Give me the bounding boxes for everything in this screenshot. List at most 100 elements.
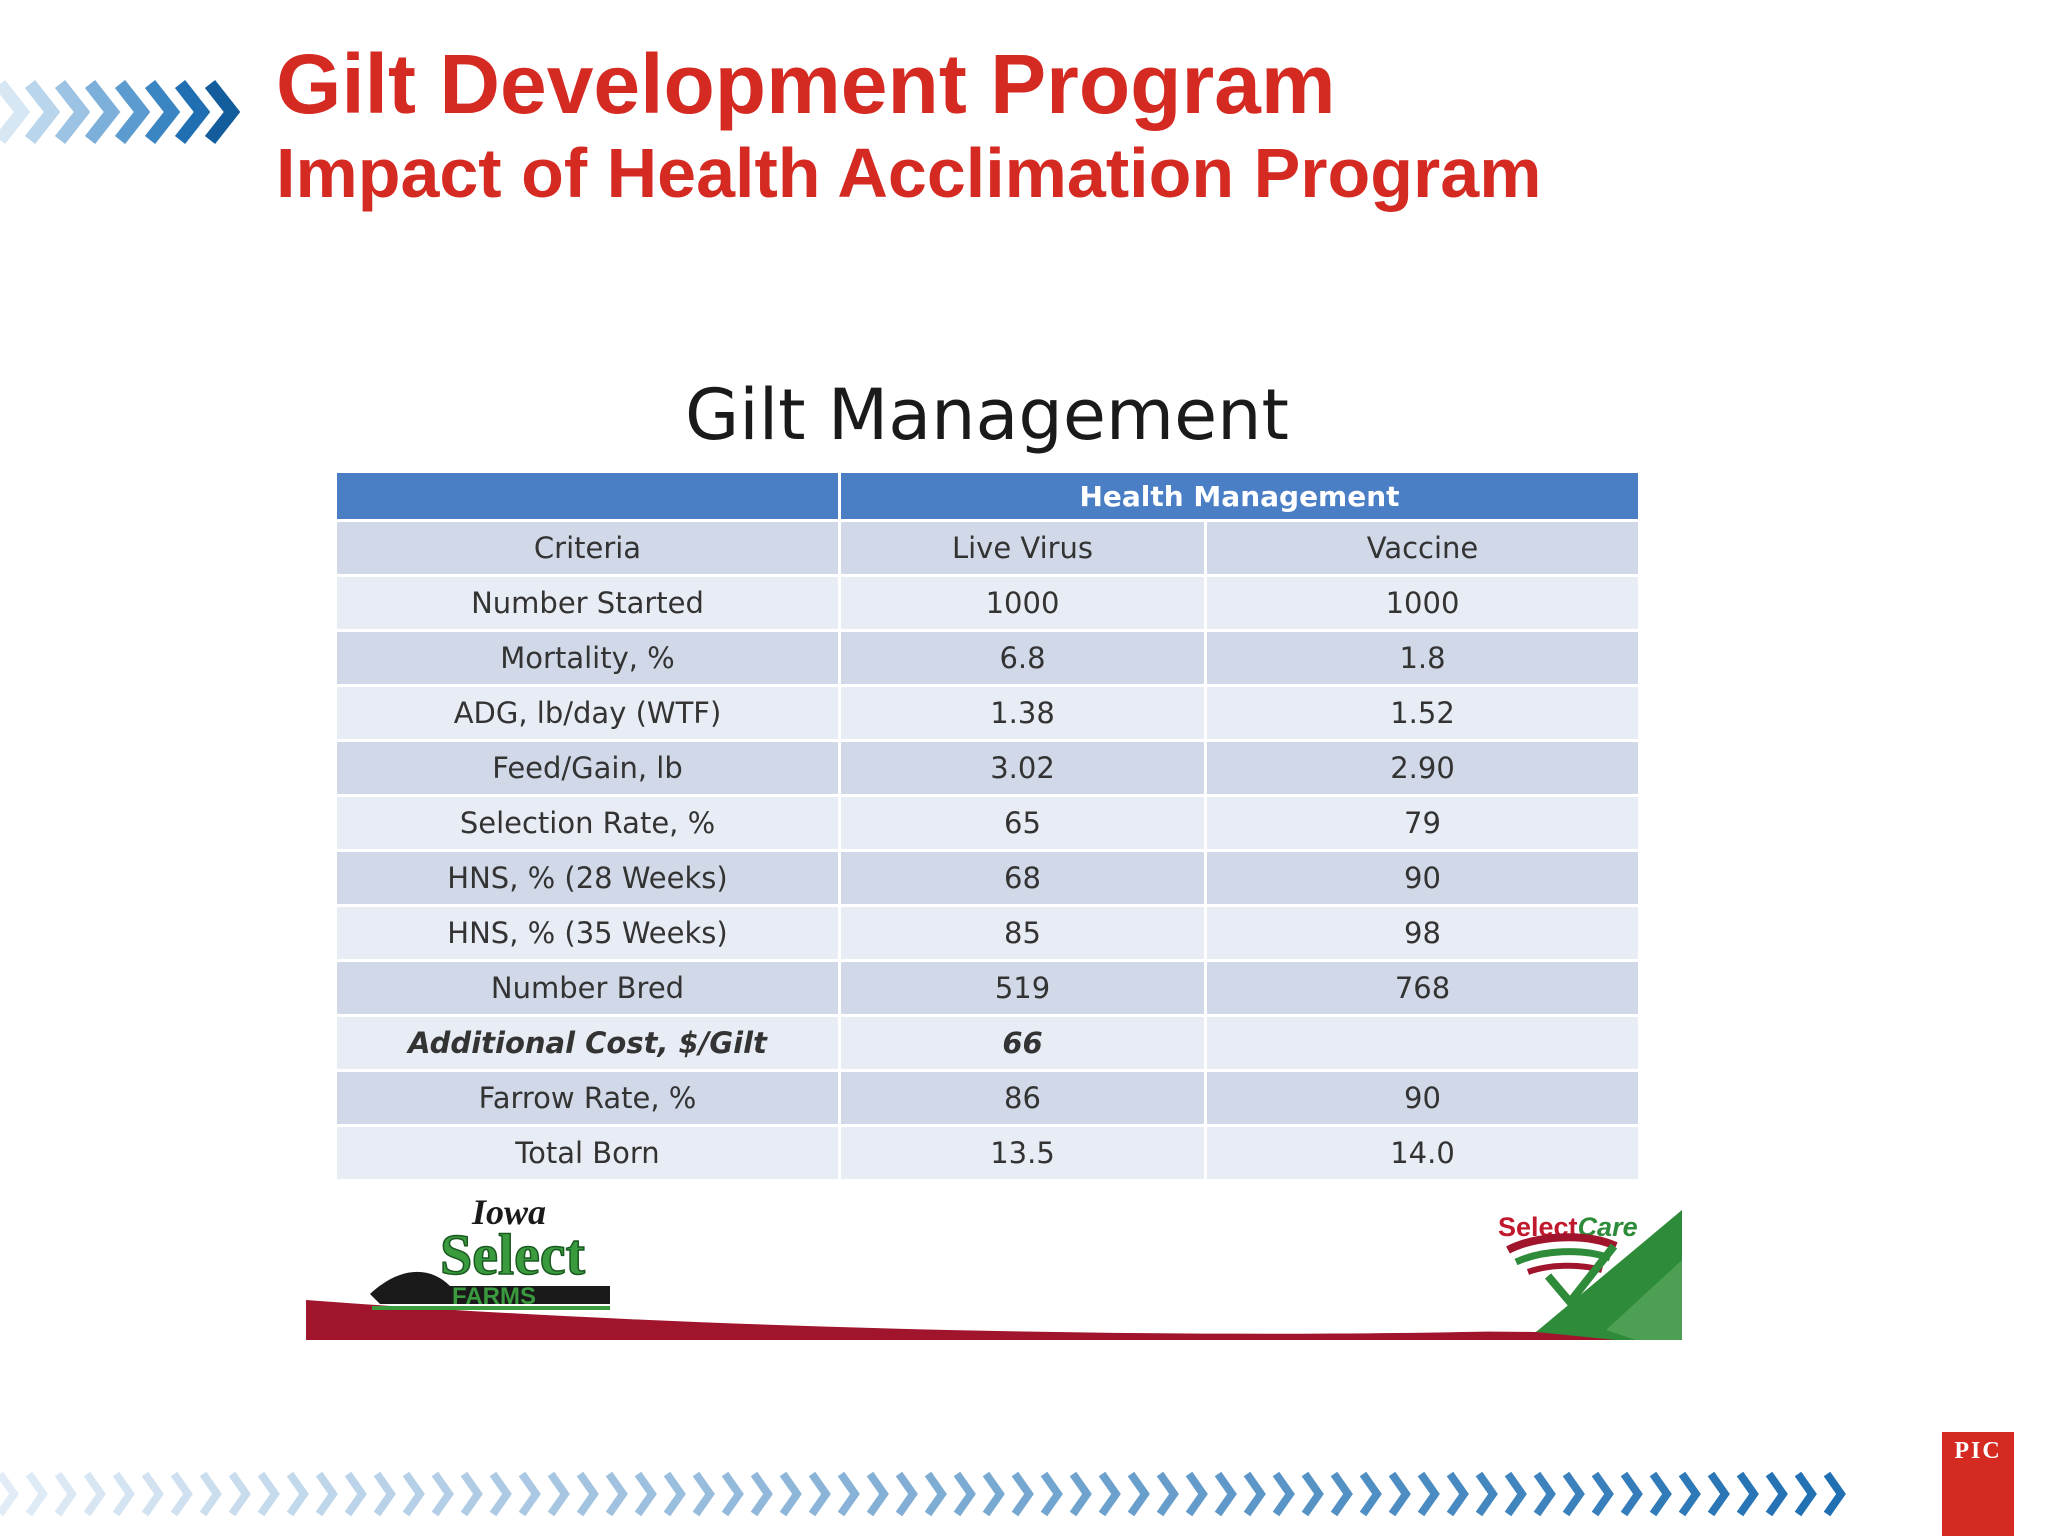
footer-chevron-icon [953, 1471, 976, 1517]
footer-chevron-icon [1127, 1471, 1150, 1517]
footer-chevron-icon [1504, 1471, 1527, 1517]
footer-chevron-icon [1214, 1471, 1237, 1517]
row-criteria: ADG, lb/day (WTF) [334, 684, 841, 742]
footer-chevron-icon [1388, 1471, 1411, 1517]
footer-chevron-icon [1475, 1471, 1498, 1517]
footer-chevron-icon [1272, 1471, 1295, 1517]
footer-chevron-icon [1562, 1471, 1585, 1517]
svg-text:FARMS: FARMS [452, 1283, 536, 1310]
footer-chevron-icon [1446, 1471, 1469, 1517]
row-vaccine: 90 [1204, 1069, 1641, 1127]
footer-chevron-icon [199, 1471, 222, 1517]
footer-chevron-icon [1098, 1471, 1121, 1517]
column-header-criteria: Criteria [334, 519, 841, 577]
footer-chevron-icon [692, 1471, 715, 1517]
row-vaccine: 1000 [1204, 574, 1641, 632]
footer-chevron-icon [1185, 1471, 1208, 1517]
slide-footer-band [306, 1190, 1682, 1340]
row-criteria: Feed/Gain, lb [334, 739, 841, 797]
footer-chevron-icon [460, 1471, 483, 1517]
table-row: Number Started 1000 1000 [334, 574, 1641, 632]
row-vaccine: 1.8 [1204, 629, 1641, 687]
row-live-virus: 65 [838, 794, 1207, 852]
table-column-header-row: Criteria Live Virus Vaccine [334, 519, 1641, 577]
row-criteria: Mortality, % [334, 629, 841, 687]
footer-chevron-icon [837, 1471, 860, 1517]
footer-chevron-icon [1620, 1471, 1643, 1517]
footer-chevron-icon [228, 1471, 251, 1517]
footer-chevron-icon [1794, 1471, 1817, 1517]
footer-chevron-icon [634, 1471, 657, 1517]
selectcare-emblem-icon [1506, 1233, 1618, 1306]
footer-chevron-icon [1069, 1471, 1092, 1517]
footer-chevron-icon [779, 1471, 802, 1517]
footer-chevron-icon [1649, 1471, 1672, 1517]
row-vaccine: 768 [1204, 959, 1641, 1017]
footer-chevron-icon [750, 1471, 773, 1517]
table-row: Number Bred 519 768 [334, 959, 1641, 1017]
footer-chevron-icon [866, 1471, 889, 1517]
table-row: Feed/Gain, lb 3.02 2.90 [334, 739, 1641, 797]
table-row: Additional Cost, $/Gilt 66 [334, 1014, 1641, 1072]
footer-chevron-icon [112, 1471, 135, 1517]
footer-chevron-icon [518, 1471, 541, 1517]
pic-logo: PIC [1942, 1432, 2014, 1536]
row-vaccine: 1.52 [1204, 684, 1641, 742]
footer-chevron-icon [547, 1471, 570, 1517]
footer-chevron-icon [1359, 1471, 1382, 1517]
row-live-virus: 66 [838, 1014, 1207, 1072]
table-group-header-row: Health Management [334, 470, 1641, 522]
row-live-virus: 3.02 [838, 739, 1207, 797]
footer-chevron-icon [54, 1471, 77, 1517]
row-live-virus: 68 [838, 849, 1207, 907]
footer-chevron-icon [402, 1471, 425, 1517]
footer-chevron-icon [1040, 1471, 1063, 1517]
row-vaccine [1204, 1014, 1641, 1072]
row-criteria: Number Started [334, 574, 841, 632]
footer-chevron-icon [170, 1471, 193, 1517]
footer-chevron-icon [1301, 1471, 1324, 1517]
footer-chevron-icon [1823, 1471, 1846, 1517]
footer-chevron-icon [605, 1471, 628, 1517]
footer-chevron-icon [286, 1471, 309, 1517]
page-subtitle: Impact of Health Acclimation Program [276, 134, 1542, 212]
footer-chevron-icon [431, 1471, 454, 1517]
row-live-virus: 86 [838, 1069, 1207, 1127]
row-vaccine: 2.90 [1204, 739, 1641, 797]
page-title: Gilt Development Program [276, 37, 1336, 131]
selectcare-logo: SelectCare [1498, 1212, 1638, 1243]
table-row: Farrow Rate, % 86 90 [334, 1069, 1641, 1127]
footer-chevron-icon [1330, 1471, 1353, 1517]
footer-chevron-icon [373, 1471, 396, 1517]
gilt-management-table: Health Management Criteria Live Virus Va… [334, 470, 1641, 1182]
footer-chevron-icon [576, 1471, 599, 1517]
table-row: Mortality, % 6.8 1.8 [334, 629, 1641, 687]
row-live-virus: 13.5 [838, 1124, 1207, 1182]
footer-chevron-icon [141, 1471, 164, 1517]
row-criteria: Additional Cost, $/Gilt [334, 1014, 841, 1072]
footer-chevron-icon [808, 1471, 831, 1517]
footer-chevron-icon [1591, 1471, 1614, 1517]
footer-chevron-icon [924, 1471, 947, 1517]
row-vaccine: 98 [1204, 904, 1641, 962]
row-criteria: Selection Rate, % [334, 794, 841, 852]
footer-chevron-icon [982, 1471, 1005, 1517]
footer-chevron-icon [83, 1471, 106, 1517]
health-management-header: Health Management [838, 470, 1641, 522]
row-vaccine: 90 [1204, 849, 1641, 907]
footer-chevron-icon [1707, 1471, 1730, 1517]
row-criteria: Number Bred [334, 959, 841, 1017]
table-row: ADG, lb/day (WTF) 1.38 1.52 [334, 684, 1641, 742]
footer-chevron-icon [1736, 1471, 1759, 1517]
footer-chevron-icon [344, 1471, 367, 1517]
table-row: Total Born 13.5 14.0 [334, 1124, 1641, 1182]
footer-chevron-icon [721, 1471, 744, 1517]
iowa-select-farms-logo: Iowa Select FARMS [370, 1192, 610, 1310]
slide-title: Gilt Management [685, 374, 1289, 456]
table-row: HNS, % (35 Weeks) 85 98 [334, 904, 1641, 962]
row-live-virus: 6.8 [838, 629, 1207, 687]
table-row: HNS, % (28 Weeks) 68 90 [334, 849, 1641, 907]
footer-chevron-icon [1156, 1471, 1179, 1517]
footer-chevron-icon [1765, 1471, 1788, 1517]
svg-text:Select: Select [440, 1222, 586, 1287]
